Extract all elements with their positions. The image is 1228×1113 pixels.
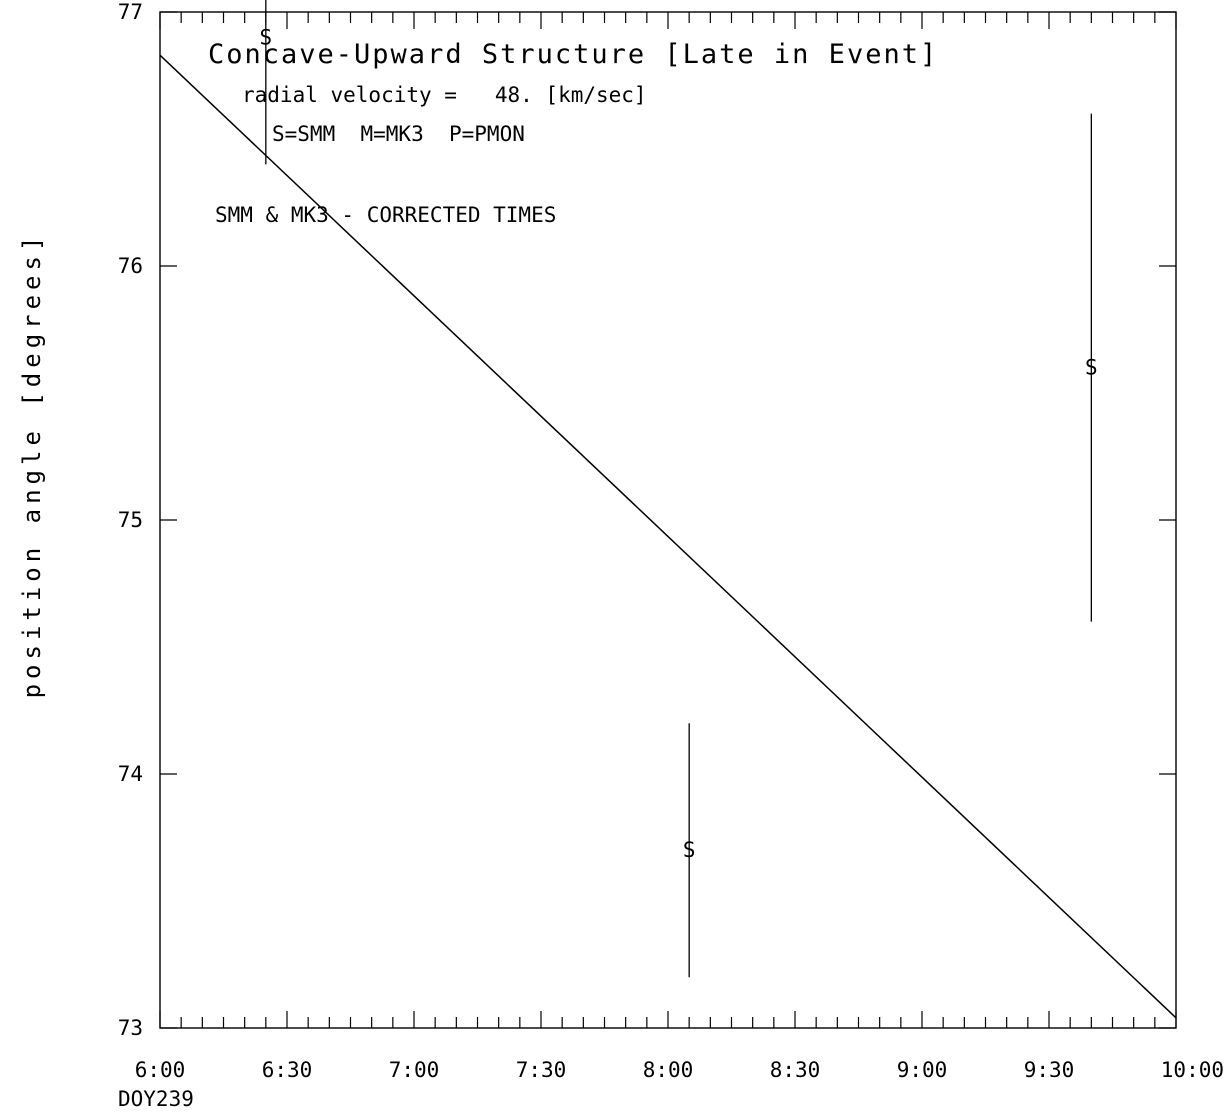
y-tick-label: 75 bbox=[118, 508, 143, 532]
x-tick-label: 8:00 bbox=[643, 1058, 694, 1082]
x-tick-label: 6:30 bbox=[262, 1058, 313, 1082]
y-tick-label: 77 bbox=[118, 0, 143, 24]
y-tick-label: 73 bbox=[118, 1016, 143, 1040]
x-tick-label: 7:30 bbox=[516, 1058, 567, 1082]
x-tick-label: 9:00 bbox=[897, 1058, 948, 1082]
chart-title: Concave-Upward Structure [Late in Event] bbox=[208, 39, 938, 70]
y-tick-label: 74 bbox=[118, 762, 143, 786]
legend-key: S=SMM M=MK3 P=PMON bbox=[272, 122, 525, 146]
y-tick-label: 76 bbox=[118, 254, 143, 278]
velocity-annotation: radial velocity = 48. [km/sec] bbox=[242, 83, 647, 107]
data-point-marker: S bbox=[260, 25, 273, 49]
data-point-marker: S bbox=[683, 838, 696, 862]
fit-line bbox=[159, 54, 1177, 1019]
x-tick-label: 9:30 bbox=[1024, 1058, 1075, 1082]
corrected-times-note: SMM & MK3 - CORRECTED TIMES bbox=[215, 203, 556, 227]
plot-frame bbox=[159, 11, 1177, 1029]
y-axis-label: position angle [degrees] bbox=[18, 232, 46, 699]
x-tick-label: 6:00 bbox=[135, 1058, 186, 1082]
data-point-marker: S bbox=[1085, 356, 1098, 380]
x-tick-label: 8:30 bbox=[770, 1058, 821, 1082]
x-tick-label: 10:00 bbox=[1161, 1058, 1224, 1082]
x-date-label: DOY239 bbox=[118, 1087, 194, 1111]
x-tick-label: 7:00 bbox=[389, 1058, 440, 1082]
